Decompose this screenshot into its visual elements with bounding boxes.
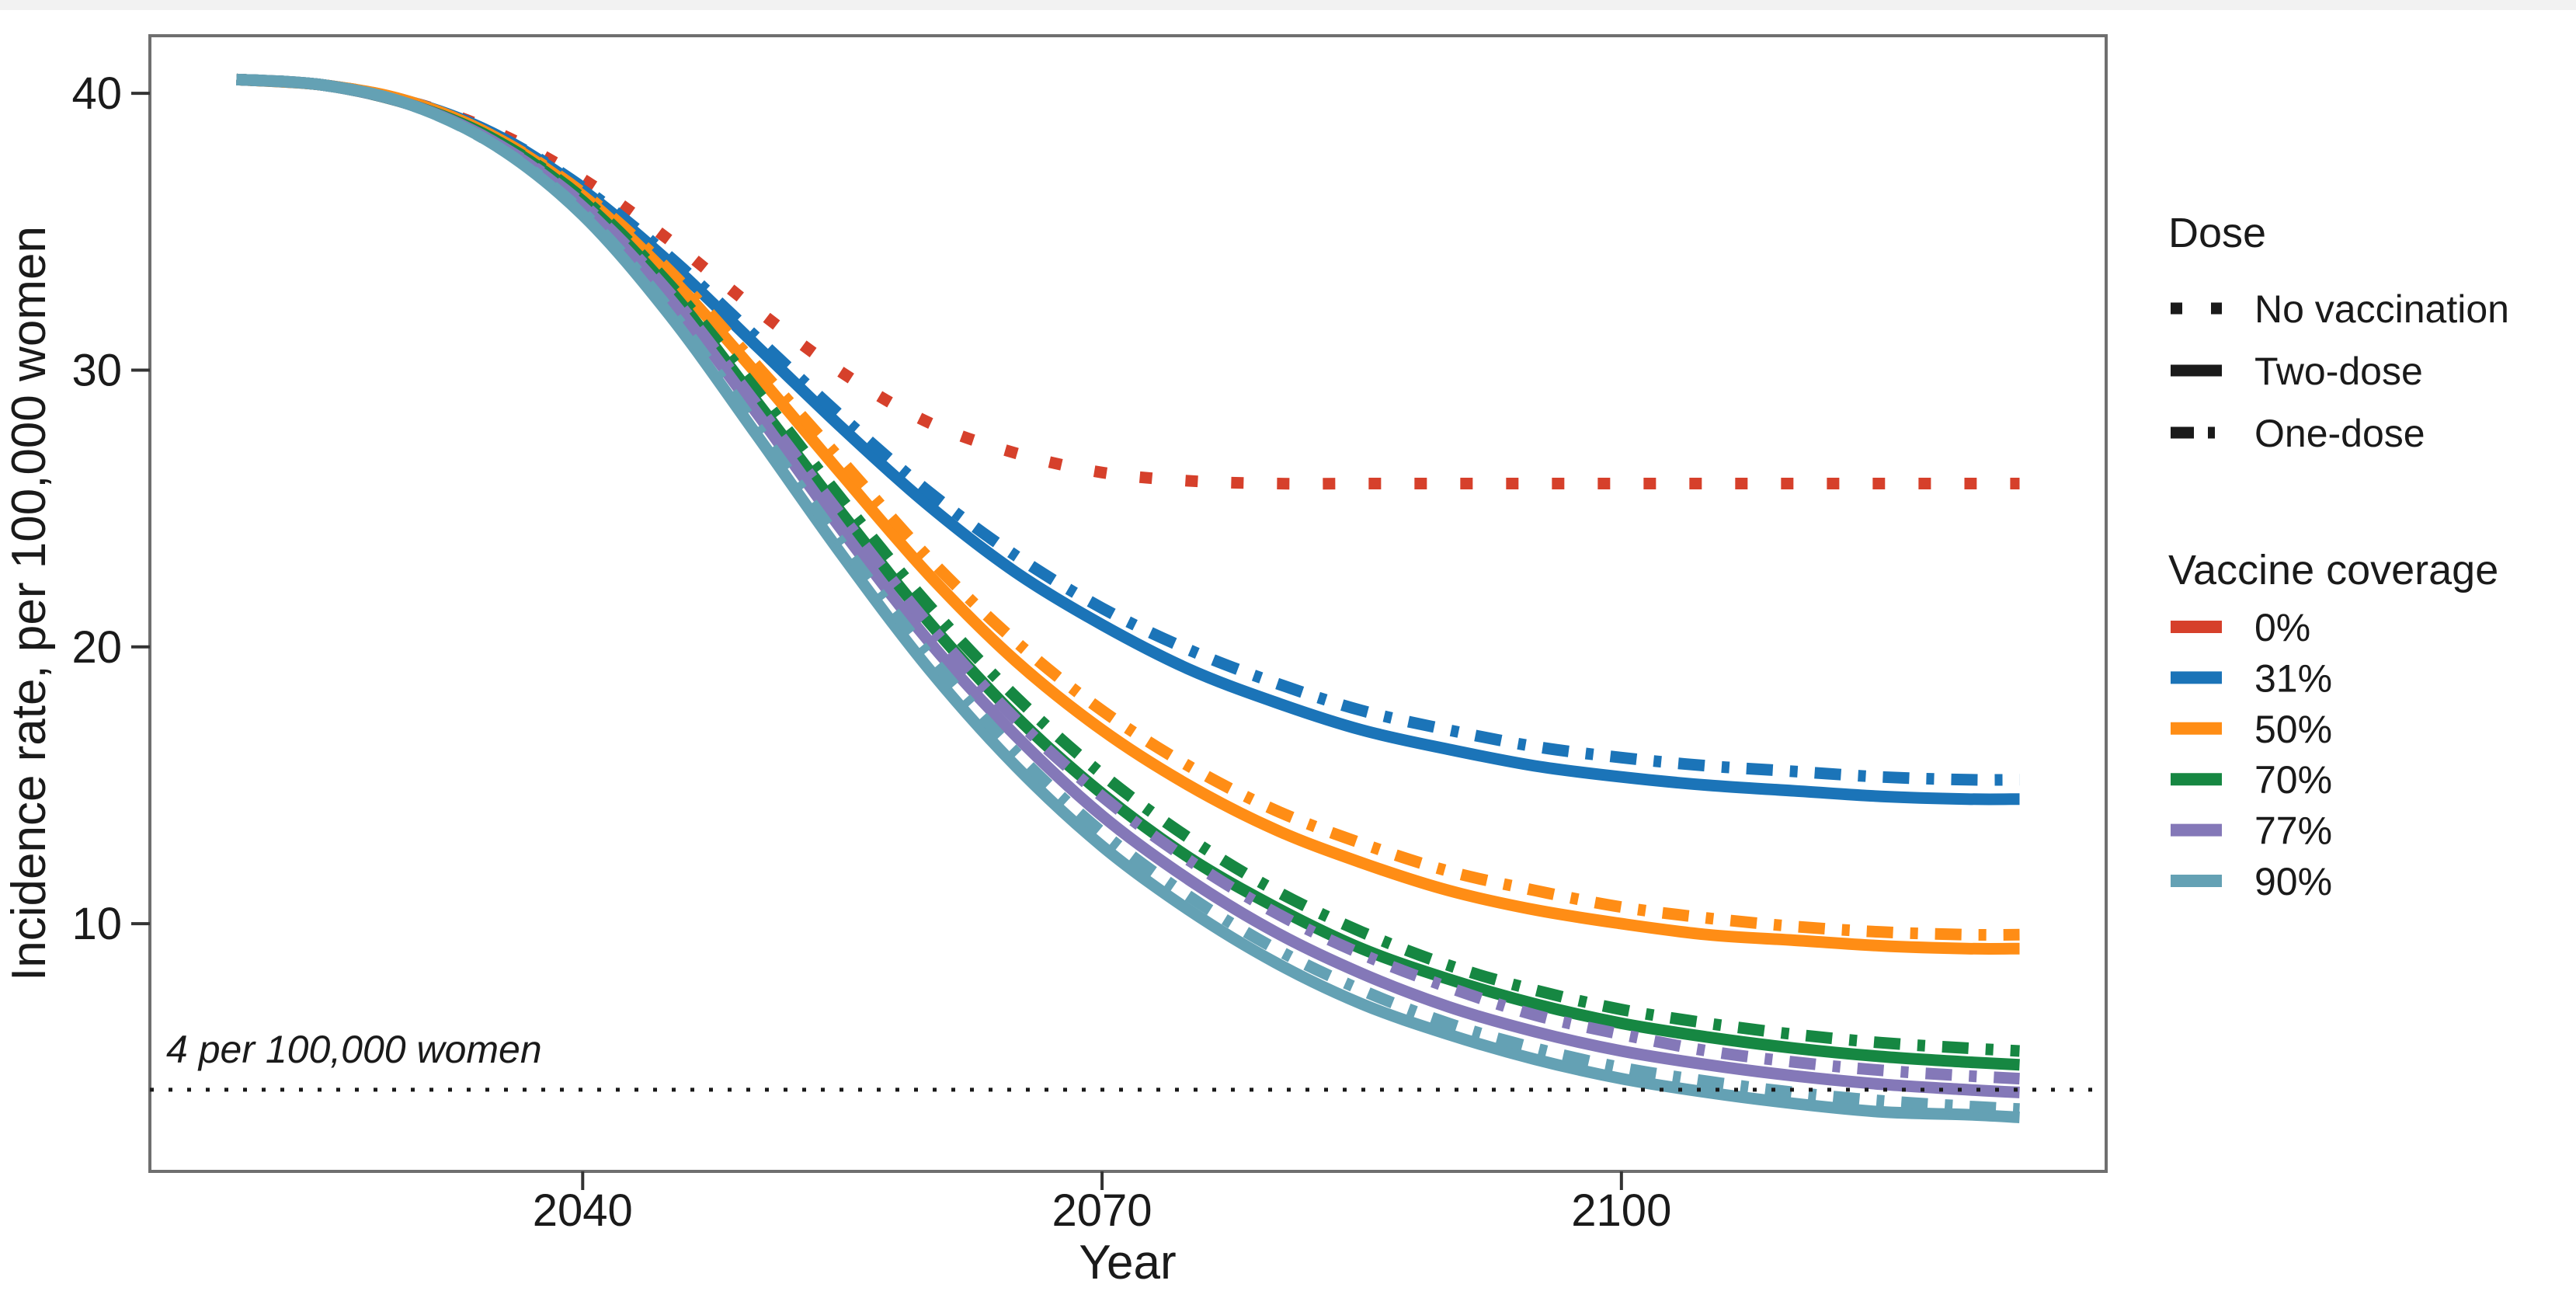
y-axis-title: Incidence rate, per 100,000 women (2, 226, 56, 981)
y-tick-label: 40 (71, 68, 122, 119)
legend-coverage-label: 70% (2254, 758, 2332, 802)
curve-90-two-dose (236, 73, 2020, 1123)
legend-coverage-title: Vaccine coverage (2168, 547, 2498, 593)
legend-dose-label: One-dose (2254, 412, 2425, 455)
legend-coverage-label: 90% (2254, 860, 2332, 903)
x-tick-label: 2070 (1052, 1185, 1152, 1236)
x-tick-label: 2040 (533, 1185, 633, 1236)
legend-coverage-label: 50% (2254, 708, 2332, 751)
legend-dose-label: Two-dose (2254, 350, 2423, 393)
curve-31-one-dose (236, 73, 2020, 786)
y-tick-label: 20 (71, 622, 122, 673)
x-tick-label: 2100 (1571, 1185, 1671, 1236)
x-axis-title: Year (1079, 1236, 1176, 1289)
legend-coverage-label: 77% (2254, 809, 2332, 853)
curve-50-one-dose (236, 73, 2020, 941)
reference-line-annotation: 4 per 100,000 women (166, 1028, 542, 1071)
legend-dose-label: No vaccination (2254, 287, 2509, 331)
plot-panel (148, 34, 2108, 1173)
legend-coverage-label: 0% (2254, 606, 2310, 649)
curve-90-one-dose (236, 73, 2020, 1115)
legend-coverage-label: 31% (2254, 656, 2332, 700)
legend-dose-title: Dose (2168, 210, 2266, 256)
y-tick-label: 10 (71, 899, 122, 949)
y-tick-label: 30 (71, 345, 122, 395)
window-top-strip (0, 0, 2576, 10)
